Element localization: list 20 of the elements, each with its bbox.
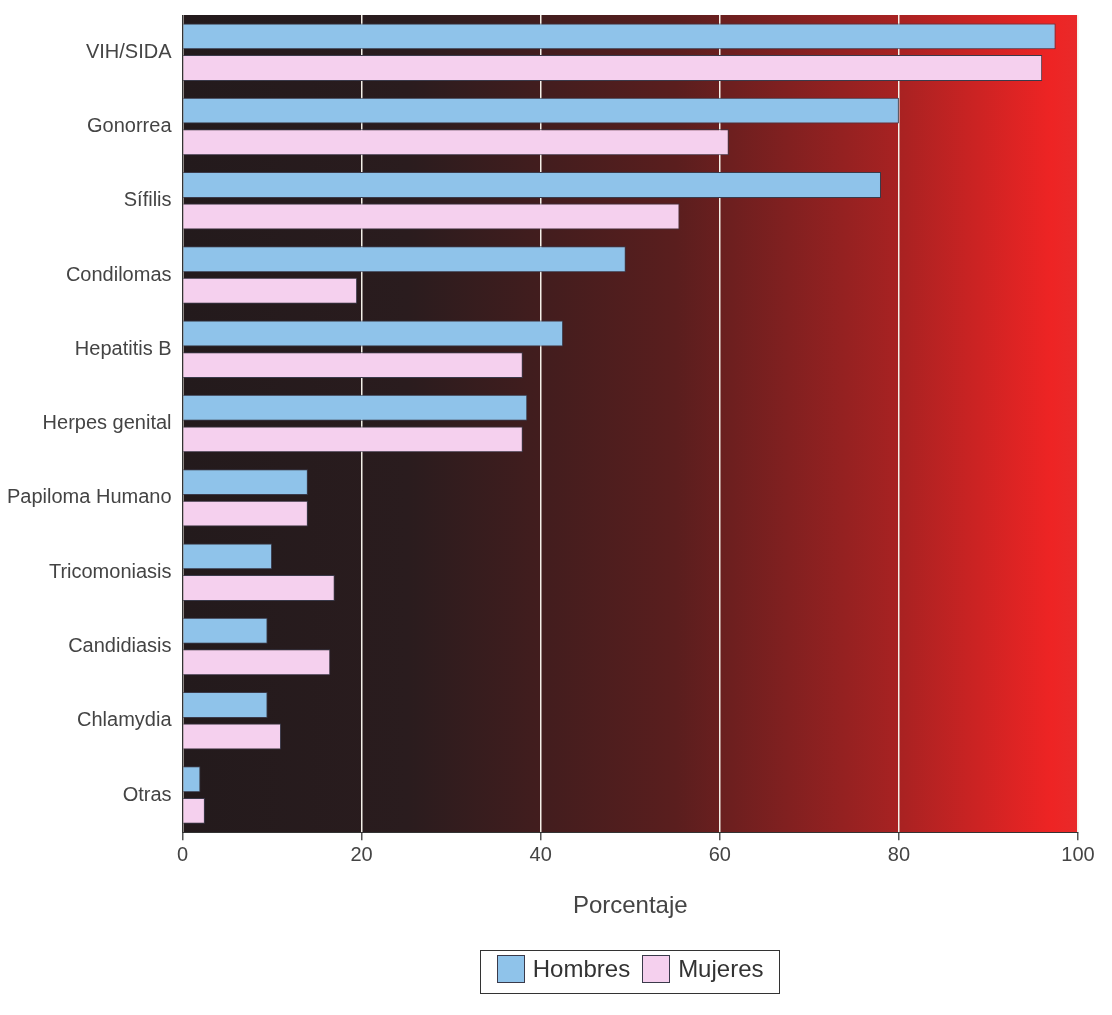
y-tick-label: Gonorrea [87, 113, 173, 136]
x-axis-title: Porcentaje [572, 891, 688, 919]
x-tick-label: 40 [529, 842, 552, 865]
y-tick-label: Chlamydia [77, 708, 173, 731]
legend-label: Mujeres [678, 955, 764, 983]
y-tick-label: Herpes genital [42, 411, 172, 434]
x-tick-label: 20 [350, 842, 373, 865]
x-tick-label: 60 [708, 842, 731, 865]
x-tick-label: 0 [176, 842, 189, 865]
y-tick-label: VIH/SIDA [85, 39, 173, 62]
y-tick-label: Tricomoniasis [48, 559, 172, 582]
y-tick-label: Candidiasis [68, 633, 172, 656]
y-tick-label: Sífilis [123, 188, 172, 211]
y-tick-label: Hepatitis B [74, 336, 172, 359]
y-tick-label: Otras [122, 782, 172, 805]
y-tick-label: Papiloma Humano [7, 485, 172, 508]
y-tick-label: Condilomas [65, 262, 172, 285]
x-tick-label: 80 [887, 842, 911, 865]
x-tick-label: 100 [1061, 842, 1095, 865]
text: Hombres [532, 955, 631, 983]
